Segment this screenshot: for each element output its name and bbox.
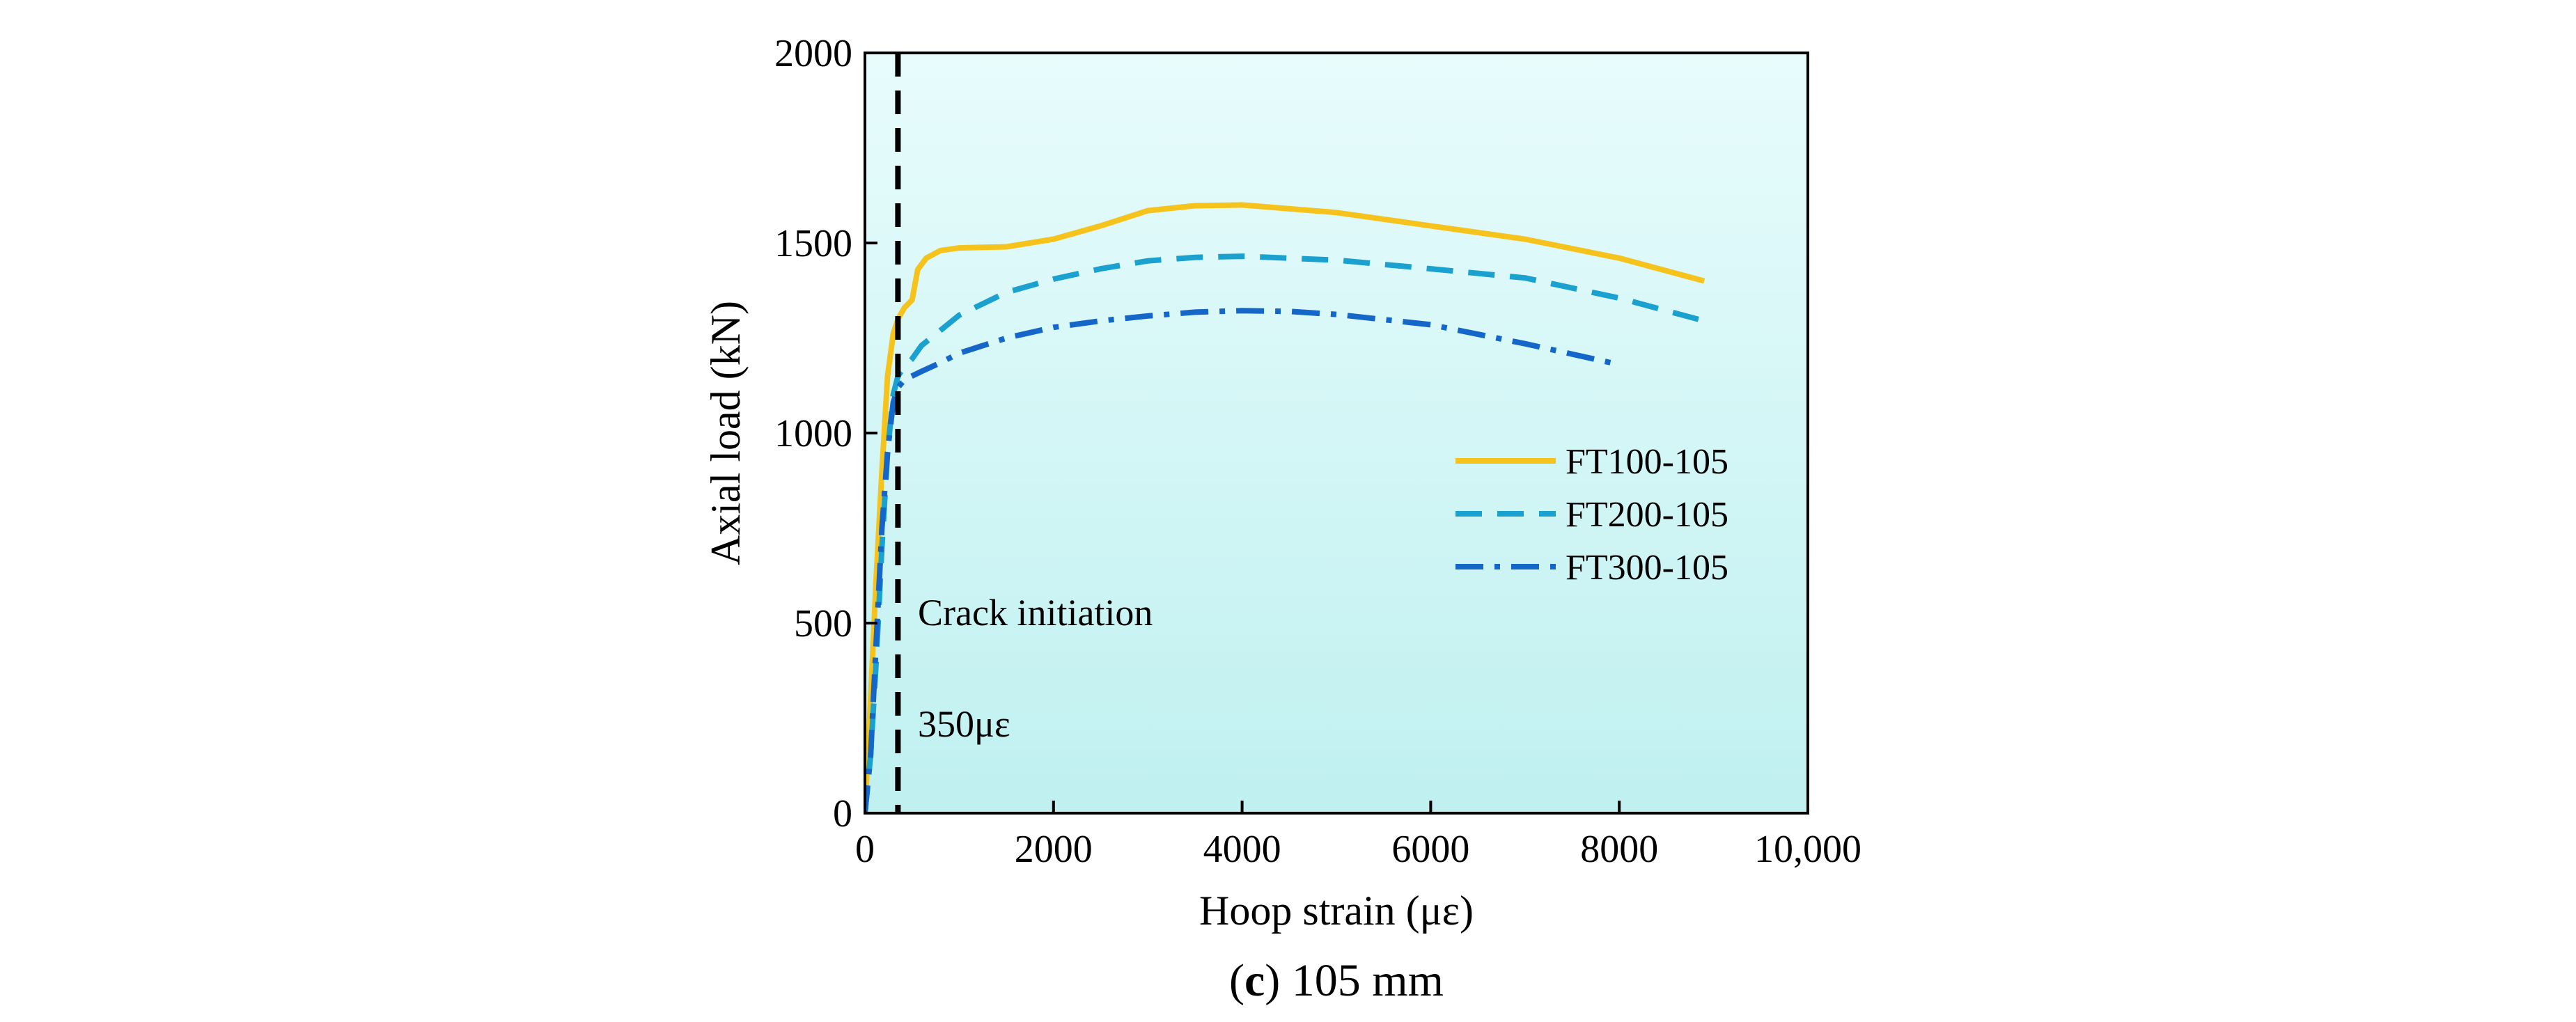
plot-frame (864, 52, 1809, 815)
x-tick-label: 2000 (1015, 828, 1093, 871)
y-tick-label: 2000 (774, 32, 852, 75)
legend-label-ft200-105: FT200-105 (1566, 495, 1728, 535)
x-tick-label: 8000 (1580, 828, 1658, 871)
caption-letter: c (1244, 955, 1265, 1006)
series-line-ft300-105 (865, 308, 1621, 813)
series-layer (865, 202, 1705, 813)
annotation-crack-initiation: Crack initiation (918, 592, 1153, 634)
annotation-strain-value: 350με (918, 703, 1010, 745)
legend-label-ft300-105: FT300-105 (1566, 548, 1728, 588)
x-tick-label: 4000 (1203, 828, 1281, 871)
x-tick-label: 6000 (1391, 828, 1469, 871)
figure-caption: (c) 105 mm (1229, 955, 1444, 1006)
legend: FT100-105 FT200-105 FT300-105 (1455, 442, 1728, 588)
x-tick-label: 0 (855, 828, 875, 871)
legend-label-ft100-105: FT100-105 (1566, 442, 1728, 482)
x-axis-title: Hoop strain (με) (1199, 888, 1474, 934)
series-line-ft100-105 (865, 202, 1705, 813)
series-line-ft200-105 (865, 253, 1705, 813)
y-tick-label: 0 (833, 792, 852, 835)
plot-area-background (865, 53, 1808, 813)
y-tick-label: 500 (794, 602, 852, 645)
ticks-layer: 0 2000 4000 6000 8000 10,000 0 500 1000 1500 2000 (774, 32, 1861, 871)
x-tick-label: 10,000 (1754, 828, 1861, 871)
caption-text: 105 mm (1280, 955, 1444, 1006)
y-tick-label: 1500 (774, 222, 852, 265)
y-axis-title: Axial load (kN) (703, 301, 749, 565)
y-tick-label: 1000 (774, 412, 852, 455)
